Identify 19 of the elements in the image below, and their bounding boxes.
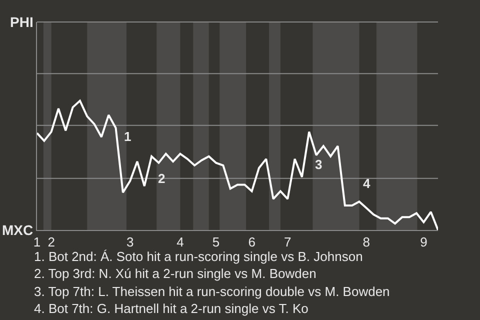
annotation: 3 — [315, 157, 322, 172]
x-tick-label: 7 — [284, 234, 292, 250]
x-tick-label: 4 — [176, 234, 184, 250]
annotation: 1 — [124, 129, 132, 144]
text: 2. Top 3rd: N. Xú hit a 2-run single vs M. Bowden — [34, 266, 316, 281]
text: PHI — [10, 14, 34, 30]
text: 1. Bot 2nd: Á. Soto hit a run-scoring single vs B. Johnson — [34, 249, 363, 264]
x-tick-label: 3 — [126, 234, 134, 250]
x-tick-label: 9 — [420, 234, 428, 250]
text: 3. Top 7th: L. Theissen hit a run-scoring double vs M. Bowden — [34, 284, 390, 299]
x-tick-label: 6 — [248, 234, 256, 250]
annotation: 4 — [363, 176, 371, 191]
annotation: 2 — [158, 171, 166, 186]
x-tick-label: 1 — [33, 234, 41, 250]
x-tick-label: 5 — [212, 234, 220, 250]
text: 4. Bot 7th: G. Hartnell hit a 2-run single vs T. Ko — [34, 301, 308, 316]
x-tick-label: 2 — [48, 234, 55, 250]
x-tick-label: 8 — [362, 234, 370, 250]
text: MXC — [2, 222, 34, 238]
